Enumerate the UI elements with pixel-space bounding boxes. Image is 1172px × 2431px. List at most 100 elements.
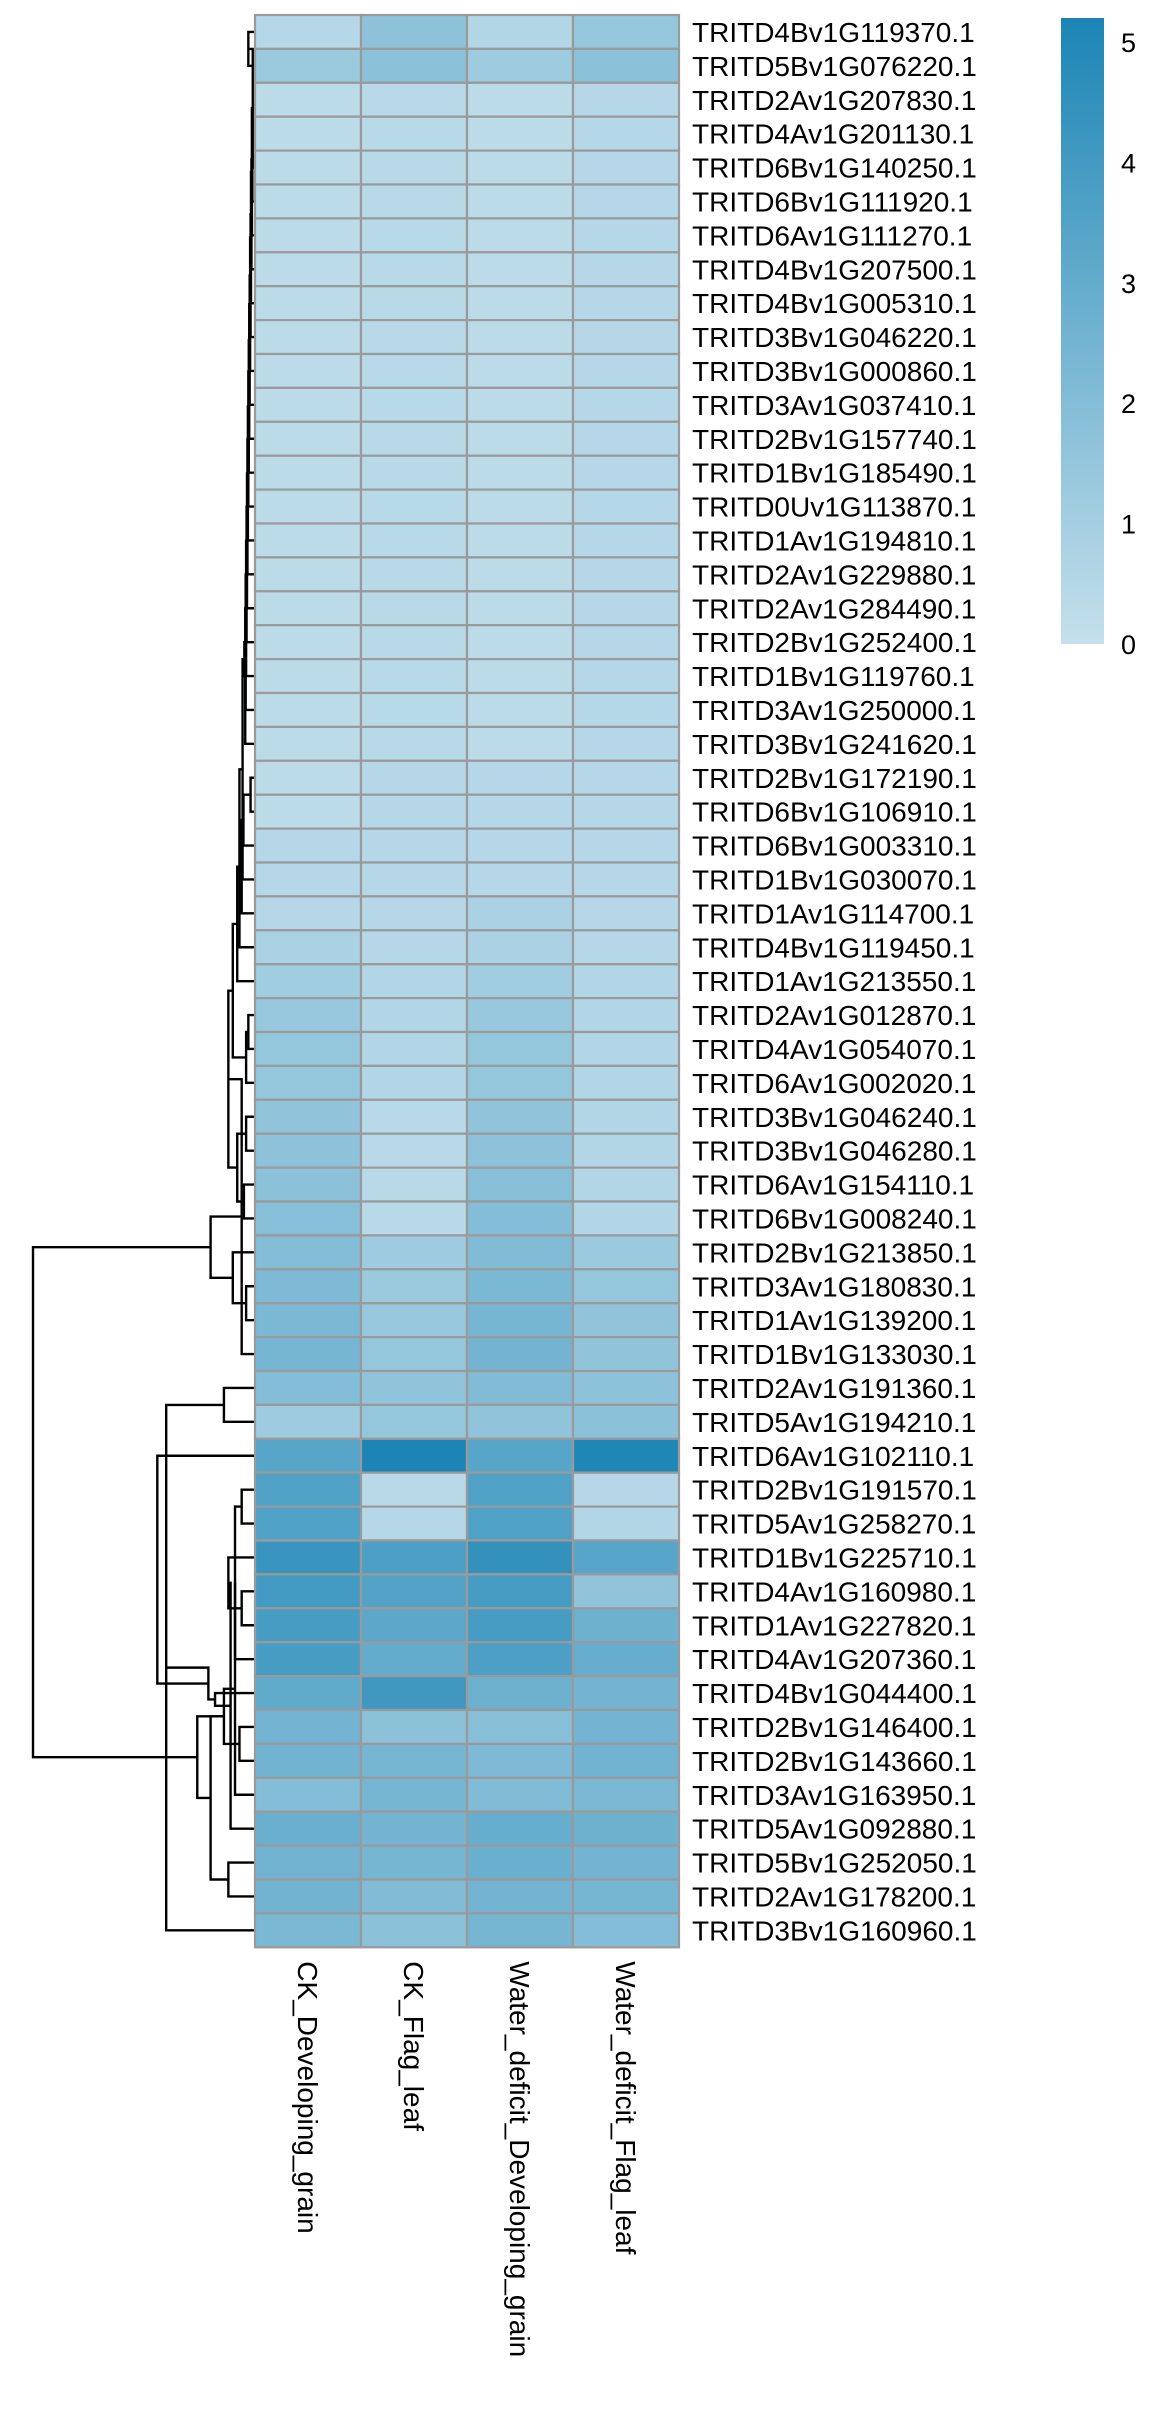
dendrogram-branch	[242, 1183, 255, 1220]
heatmap-cell	[253, 1030, 363, 1068]
heatmap-cell	[253, 352, 363, 390]
heatmap-cell	[571, 657, 681, 695]
heatmap-cell	[359, 1437, 469, 1474]
heatmap-cell	[253, 115, 363, 152]
heatmap-cell	[465, 1200, 575, 1237]
heatmap-cell	[571, 725, 681, 762]
row-label: TRITD1Bv1G119760.1	[692, 661, 975, 692]
heatmap-cell	[571, 1403, 681, 1440]
row-label: TRITD4Av1G160980.1	[692, 1576, 976, 1607]
heatmap-cell	[359, 1742, 469, 1779]
heatmap-cell	[253, 929, 363, 966]
heatmap-cell	[253, 522, 363, 559]
row-dendrogram	[31, 30, 255, 1932]
heatmap-cell	[253, 149, 363, 186]
row-label: TRITD2Bv1G157740.1	[692, 424, 977, 455]
heatmap-cell	[465, 590, 575, 627]
heatmap-cells	[253, 13, 681, 1949]
row-label: TRITD4Av1G201130.1	[692, 119, 974, 150]
heatmap-cell	[571, 352, 681, 390]
heatmap-cell	[359, 1912, 469, 1949]
heatmap-cell	[465, 149, 575, 186]
row-label: TRITD3Av1G180830.1	[692, 1271, 976, 1302]
heatmap-cell	[465, 1234, 575, 1271]
row-label: TRITD6Av1G102110.1	[692, 1441, 974, 1472]
row-label: TRITD3Bv1G160960.1	[692, 1915, 977, 1946]
heatmap-cell	[465, 929, 575, 966]
heatmap-cell	[359, 827, 469, 864]
heatmap-cell	[253, 81, 363, 118]
heatmap-cell	[359, 861, 469, 898]
heatmap-cell	[465, 1471, 575, 1508]
heatmap-cell	[571, 1335, 681, 1373]
heatmap-cell	[571, 1776, 681, 1813]
heatmap-cell	[253, 420, 363, 457]
row-label: TRITD6Av1G002020.1	[692, 1068, 976, 1099]
heatmap-cell	[571, 1674, 681, 1712]
heatmap-cell	[571, 1234, 681, 1271]
row-label: TRITD1Av1G227820.1	[692, 1610, 976, 1641]
heatmap-cell	[571, 285, 681, 322]
heatmap-cell	[253, 1098, 363, 1135]
heatmap-cell	[253, 47, 363, 84]
dendrogram-branch	[240, 1488, 255, 1525]
dendrogram-branch	[244, 1285, 255, 1322]
row-label: TRITD1Bv1G133030.1	[692, 1339, 977, 1370]
heatmap-cell	[359, 285, 469, 322]
heatmap-cell	[253, 895, 363, 932]
heatmap-cell	[253, 1607, 363, 1644]
heatmap-cell	[359, 13, 469, 51]
row-label: TRITD6Av1G111270.1	[692, 220, 972, 251]
heatmap-cell	[465, 183, 575, 220]
legend-tick-label: 3	[1121, 269, 1136, 299]
row-label: TRITD6Av1G154110.1	[692, 1170, 974, 1201]
heatmap-cell	[571, 759, 681, 796]
row-label: TRITD6Bv1G140250.1	[692, 153, 977, 184]
heatmap-cell	[571, 488, 681, 525]
row-label: TRITD4Bv1G119370.1	[692, 17, 975, 48]
row-label: TRITD3Bv1G000860.1	[692, 356, 977, 387]
legend-tick-label: 1	[1121, 510, 1136, 540]
heatmap-cell	[359, 1302, 469, 1339]
heatmap-cell	[253, 1064, 363, 1101]
row-label: TRITD5Bv1G076220.1	[692, 51, 977, 82]
row-label: TRITD5Av1G194210.1	[692, 1407, 976, 1438]
dendrogram-branch	[240, 1590, 255, 1627]
heatmap-cell	[465, 47, 575, 84]
heatmap-cell	[571, 420, 681, 457]
heatmap-cell	[359, 1878, 469, 1915]
row-label: TRITD3Av1G250000.1	[692, 695, 976, 726]
dendrogram-branch	[244, 1115, 255, 1152]
heatmap-cell	[571, 1708, 681, 1746]
heatmap-cell	[465, 1369, 575, 1407]
heatmap-cell	[359, 47, 469, 84]
heatmap-cell	[359, 1471, 469, 1508]
heatmap-cell	[465, 759, 575, 796]
heatmap-cell	[253, 725, 363, 762]
heatmap-cell	[571, 81, 681, 118]
heatmap-cell	[465, 996, 575, 1034]
heatmap-cell	[359, 352, 469, 390]
heatmap-cell	[253, 1573, 363, 1610]
heatmap-cell	[359, 1369, 469, 1407]
row-label: TRITD1Av1G213550.1	[692, 966, 976, 997]
heatmap-cell	[465, 895, 575, 932]
heatmap-cell	[359, 1573, 469, 1610]
heatmap-cell	[253, 1912, 363, 1949]
heatmap-cell	[359, 1064, 469, 1101]
row-label: TRITD2Bv1G146400.1	[692, 1712, 977, 1743]
dendrogram-branch	[238, 768, 255, 949]
heatmap-cell	[571, 1912, 681, 1949]
heatmap-cell	[253, 386, 363, 423]
heatmap-cell	[571, 590, 681, 627]
heatmap-cell	[253, 759, 363, 796]
heatmap-cell	[571, 454, 681, 491]
heatmap-cell	[571, 1369, 681, 1407]
heatmap-cell	[359, 420, 469, 457]
heatmap-cell	[465, 657, 575, 695]
heatmap-cell	[359, 115, 469, 152]
heatmap-cell	[465, 251, 575, 288]
heatmap-cell	[253, 1437, 363, 1474]
heatmap-cell	[253, 183, 363, 220]
heatmap-cell	[359, 1166, 469, 1203]
